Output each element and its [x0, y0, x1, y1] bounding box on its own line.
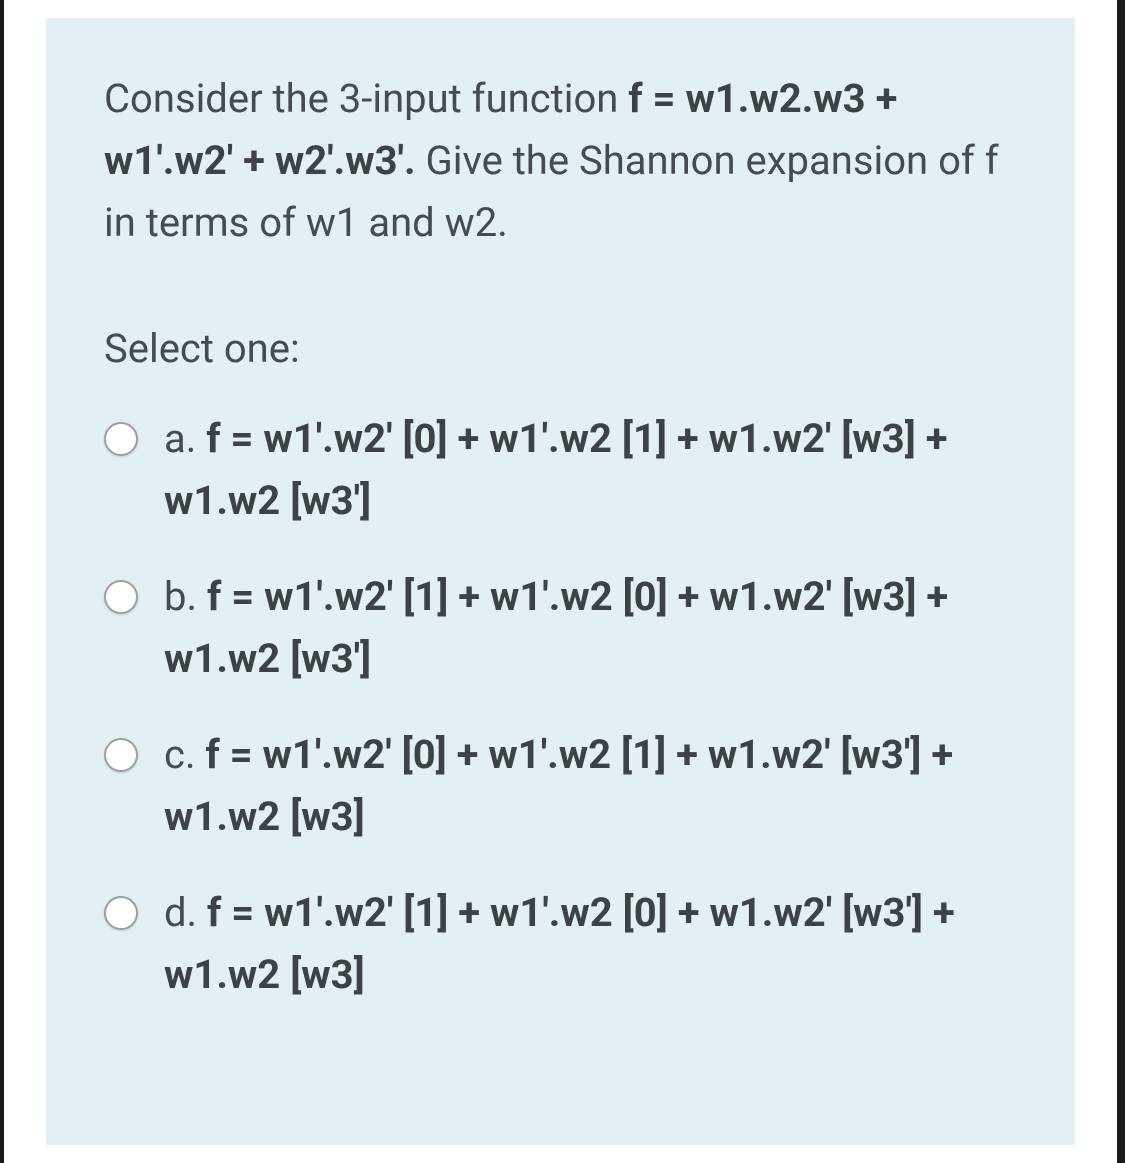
option-b-text: b. f = w1'.w2' [1] + w1'.w2 [0] + w1.w2'… [164, 566, 1017, 690]
question-card: Consider the 3-input function f = w1.w2.… [46, 18, 1075, 1145]
option-b[interactable]: b. f = w1'.w2' [1] + w1'.w2 [0] + w1.w2'… [104, 566, 1017, 690]
option-c[interactable]: c. f = w1'.w2' [0] + w1'.w2 [1] + w1.w2'… [104, 724, 1017, 848]
option-a[interactable]: a. f = w1'.w2' [0] + w1'.w2 [1] + w1.w2'… [104, 408, 1017, 532]
option-a-text: a. f = w1'.w2' [0] + w1'.w2 [1] + w1.w2'… [164, 408, 1017, 532]
option-expr: f = w1'.w2' [0] + w1'.w2 [1] + w1.w2' [w… [164, 415, 948, 524]
option-letter: a. [164, 415, 196, 462]
question-text: Consider the 3-input function f = w1.w2.… [104, 68, 1017, 254]
option-expr: f = w1'.w2' [0] + w1'.w2 [1] + w1.w2' [w… [164, 731, 953, 840]
option-letter: c. [164, 731, 195, 778]
option-expr: f = w1'.w2' [1] + w1'.w2 [0] + w1.w2' [w… [164, 573, 948, 682]
option-letter: d. [164, 889, 197, 936]
radio-c[interactable] [104, 738, 138, 772]
select-one-label: Select one: [104, 318, 1017, 380]
radio-a[interactable] [104, 422, 138, 456]
radio-b[interactable] [104, 580, 138, 614]
question-pre: Consider the 3-input function [104, 75, 628, 122]
option-expr: f = w1'.w2' [1] + w1'.w2 [0] + w1.w2' [w… [164, 889, 955, 998]
option-letter: b. [164, 573, 197, 620]
option-d-text: d. f = w1'.w2' [1] + w1'.w2 [0] + w1.w2'… [164, 882, 1017, 1006]
option-c-text: c. f = w1'.w2' [0] + w1'.w2 [1] + w1.w2'… [164, 724, 1017, 848]
radio-d[interactable] [104, 896, 138, 930]
option-d[interactable]: d. f = w1'.w2' [1] + w1'.w2 [0] + w1.w2'… [104, 882, 1017, 1006]
